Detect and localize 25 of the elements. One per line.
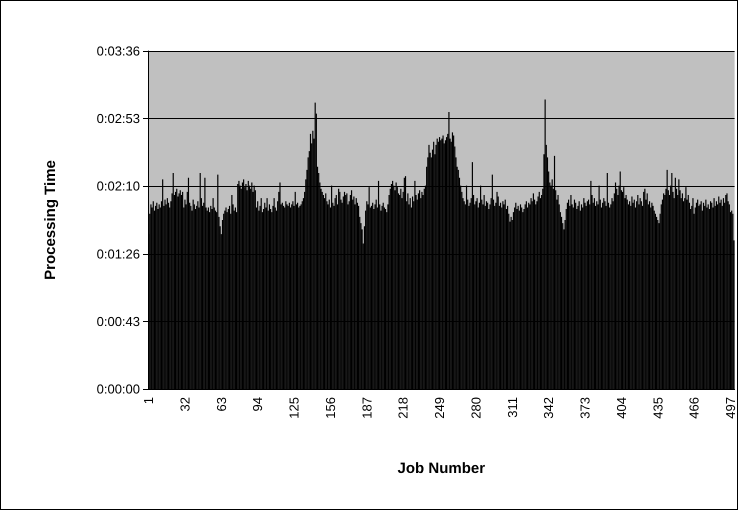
y-tick-label: 0:01:26 bbox=[96, 246, 140, 262]
x-tick-label: 373 bbox=[578, 397, 593, 419]
x-tick-label: 404 bbox=[614, 397, 629, 419]
x-axis-title: Job Number bbox=[398, 460, 486, 477]
y-tick-label: 0:02:10 bbox=[96, 178, 140, 194]
x-tick-label: 1 bbox=[141, 397, 156, 404]
y-tick-label: 0:03:36 bbox=[96, 44, 140, 58]
x-tick-label: 342 bbox=[541, 397, 556, 419]
x-tick-label: 32 bbox=[177, 397, 192, 412]
x-tick-label: 125 bbox=[286, 397, 302, 419]
x-tick-label: 466 bbox=[686, 397, 702, 419]
x-tick-label: 218 bbox=[396, 397, 411, 419]
x-tick-label: 63 bbox=[214, 397, 229, 412]
x-tick-label: 94 bbox=[250, 397, 266, 412]
x-tick-label: 280 bbox=[468, 397, 484, 419]
x-tick-label: 187 bbox=[359, 397, 374, 419]
x-tick-label: 156 bbox=[322, 397, 338, 419]
x-tick-label: 497 bbox=[723, 397, 738, 419]
x-tick-label: 249 bbox=[432, 397, 448, 419]
y-tick-label: 0:00:00 bbox=[96, 382, 140, 396]
y-tick-label: 0:02:53 bbox=[96, 111, 140, 126]
y-axis-title: Processing Time bbox=[42, 160, 59, 280]
x-tick-label: 435 bbox=[650, 397, 666, 419]
y-tick-label: 0:00:43 bbox=[96, 314, 140, 329]
x-tick-label: 311 bbox=[504, 397, 520, 418]
